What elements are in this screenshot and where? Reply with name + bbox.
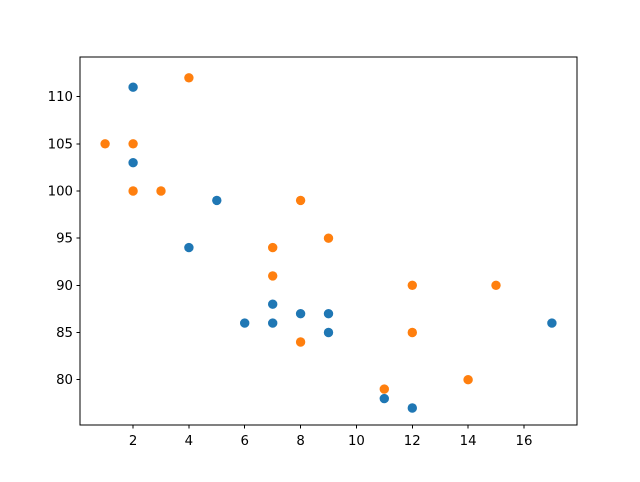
scatter-point-series-orange xyxy=(323,233,334,243)
scatter-point-series-orange xyxy=(491,280,501,290)
y-tick-label: 105 xyxy=(48,137,73,152)
scatter-point-series-blue xyxy=(212,195,222,206)
scatter-point-series-orange xyxy=(184,73,194,83)
scatter-point-series-blue xyxy=(184,242,194,253)
scatter-point-series-blue xyxy=(295,309,306,319)
x-tick-label: 10 xyxy=(348,434,365,449)
scatter-point-series-blue xyxy=(128,158,138,168)
y-tick-label: 100 xyxy=(48,184,73,199)
scatter-point-series-orange xyxy=(295,337,306,347)
scatter-point-series-orange xyxy=(100,139,110,149)
scatter-point-series-blue xyxy=(128,82,138,92)
x-tick-label: 8 xyxy=(296,434,304,449)
scatter-point-series-orange xyxy=(463,375,473,385)
scatter-point-series-orange xyxy=(156,186,166,196)
scatter-point-series-blue xyxy=(407,403,417,413)
scatter-point-series-blue xyxy=(547,318,557,328)
scatter-point-series-blue xyxy=(268,318,278,328)
scatter-point-series-orange xyxy=(268,242,278,253)
y-tick-label: 95 xyxy=(56,232,73,247)
scatter-point-series-orange xyxy=(268,271,278,281)
scatter-point-series-blue xyxy=(323,309,334,319)
scatter-point-series-orange xyxy=(295,195,306,206)
scatter-point-series-orange xyxy=(128,186,138,196)
y-tick-label: 90 xyxy=(56,279,73,294)
y-tick-label: 85 xyxy=(56,326,73,341)
x-tick-label: 4 xyxy=(185,434,193,449)
scatter-point-series-orange xyxy=(379,384,389,394)
scatter-point-series-blue xyxy=(240,318,250,328)
x-tick-label: 14 xyxy=(460,434,477,449)
scatter-point-series-orange xyxy=(128,139,138,149)
scatter-point-series-orange xyxy=(407,280,417,290)
y-tick-label: 80 xyxy=(56,373,73,388)
scatter-point-series-orange xyxy=(407,327,417,338)
scatter-point-series-blue xyxy=(323,327,334,338)
x-tick-label: 12 xyxy=(404,434,421,449)
scatter-point-series-blue xyxy=(268,299,278,309)
scatter-point-series-blue xyxy=(379,393,389,404)
axes-spines xyxy=(79,56,578,426)
x-tick-label: 16 xyxy=(515,434,532,449)
y-tick-label: 110 xyxy=(48,90,73,105)
x-tick-label: 6 xyxy=(241,434,249,449)
x-tick-label: 2 xyxy=(129,434,137,449)
